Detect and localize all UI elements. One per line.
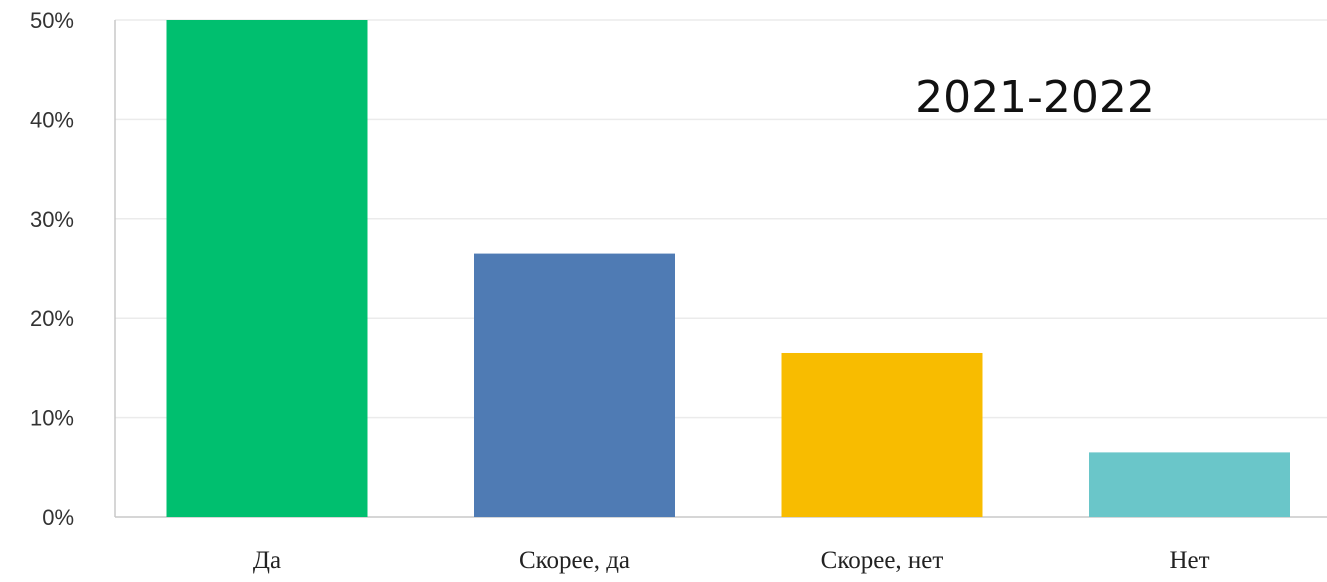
- y-tick-label: 30%: [30, 207, 74, 232]
- bar-3: [781, 352, 983, 517]
- bar-2: [474, 253, 675, 517]
- x-tick-label: Скорее, да: [519, 547, 630, 574]
- bars: [166, 20, 1290, 517]
- x-tick-label: Да: [253, 547, 281, 574]
- x-axis-ticks: Да Скорее, да Скорее, нет Нет: [253, 547, 1210, 574]
- y-tick-label: 40%: [30, 107, 74, 132]
- y-axis-ticks: 0% 10% 20% 30% 40% 50%: [30, 8, 74, 530]
- y-tick-label: 50%: [30, 8, 74, 33]
- x-tick-label: Скорее, нет: [821, 547, 944, 574]
- y-tick-label: 20%: [30, 306, 74, 331]
- y-tick-label: 10%: [30, 406, 74, 431]
- bar-4: [1089, 452, 1290, 517]
- chart-title: 2021-2022: [915, 72, 1155, 123]
- y-tick-label: 0%: [42, 505, 74, 530]
- x-tick-label: Нет: [1169, 547, 1209, 574]
- bar-1: [166, 20, 368, 517]
